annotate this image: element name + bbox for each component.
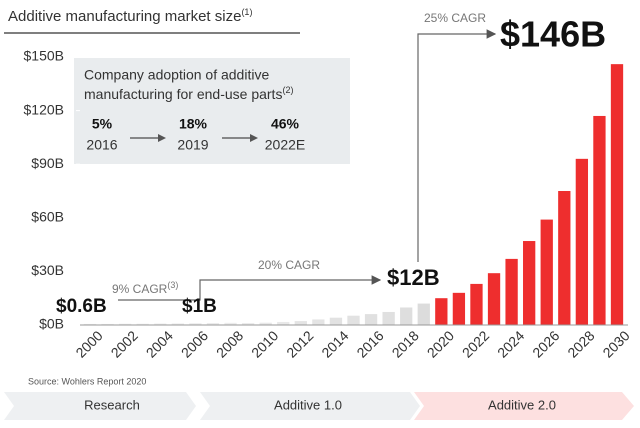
phase-label: Additive 2.0 bbox=[488, 397, 556, 412]
phase-band bbox=[4, 392, 196, 420]
bar bbox=[364, 314, 378, 325]
x-tick-label: 2012 bbox=[283, 327, 316, 360]
bar bbox=[540, 219, 553, 325]
cagr-arrow bbox=[417, 29, 497, 262]
inset-share: 18% bbox=[179, 116, 208, 132]
callout: $12B bbox=[387, 265, 440, 290]
bar bbox=[83, 323, 97, 325]
x-tick-label: 2000 bbox=[72, 327, 105, 360]
source: Source: Wohlers Report 2020 bbox=[28, 376, 146, 386]
bar bbox=[523, 241, 536, 325]
callout: $1B bbox=[182, 296, 217, 317]
bar bbox=[417, 303, 430, 325]
x-tick-label: 2028 bbox=[564, 327, 597, 360]
y-tick-label: $0B bbox=[39, 316, 64, 332]
inset-share: 46% bbox=[271, 116, 300, 132]
x-tick-label: 2016 bbox=[353, 327, 386, 360]
x-tick-label: 2004 bbox=[143, 327, 176, 360]
bar bbox=[470, 283, 483, 325]
y-tick-label: $30B bbox=[31, 262, 64, 278]
bar bbox=[505, 258, 518, 325]
inset-box bbox=[74, 58, 350, 164]
bar bbox=[329, 317, 343, 325]
x-tick-label: 2008 bbox=[213, 327, 246, 360]
inset-year: 2019 bbox=[177, 137, 208, 153]
bar bbox=[154, 323, 167, 325]
bar bbox=[347, 315, 360, 325]
y-tick-label: $150B bbox=[24, 48, 64, 64]
x-tick-label: 2024 bbox=[494, 327, 527, 360]
bar bbox=[171, 323, 184, 325]
x-tick-label: 2014 bbox=[318, 327, 351, 360]
bar bbox=[558, 191, 571, 325]
y-tick-label: $60B bbox=[31, 209, 64, 225]
bar bbox=[101, 323, 114, 325]
inset-year: 2016 bbox=[86, 137, 117, 153]
bar bbox=[118, 323, 132, 325]
cagr-text: 9% CAGR bbox=[112, 282, 168, 296]
inset-title: Company adoption of additive bbox=[84, 67, 269, 83]
callout: $0.6B bbox=[56, 296, 107, 317]
bar bbox=[382, 311, 395, 325]
bar bbox=[452, 292, 466, 325]
cagr-label: 25% CAGR bbox=[424, 11, 486, 25]
x-tick-label: 2026 bbox=[529, 327, 562, 360]
title-text: Additive manufacturing market size bbox=[8, 8, 241, 25]
bar bbox=[136, 323, 149, 325]
title-note: (1) bbox=[241, 7, 252, 17]
bar bbox=[241, 323, 255, 325]
inset-year: 2022E bbox=[265, 137, 305, 153]
x-tick-label: 2002 bbox=[108, 327, 141, 360]
inset-title: manufacturing for end-use parts(2) bbox=[84, 85, 293, 101]
y-tick-label: $90B bbox=[31, 155, 64, 171]
bar bbox=[312, 319, 325, 325]
chart-title: Additive manufacturing market size(1) bbox=[8, 7, 252, 25]
x-tick-label: 2006 bbox=[178, 327, 211, 360]
cagr-arrow bbox=[118, 275, 382, 301]
cagr-note: (3) bbox=[167, 280, 178, 290]
bar bbox=[206, 323, 220, 325]
bar bbox=[224, 322, 237, 325]
callout: $146B bbox=[500, 14, 606, 55]
inset-share: 5% bbox=[92, 116, 113, 132]
phase-band bbox=[200, 392, 420, 420]
x-tick-label: 2022 bbox=[459, 327, 492, 360]
bar bbox=[435, 298, 448, 325]
bar bbox=[277, 321, 290, 325]
y-tick-label: $120B bbox=[24, 101, 64, 117]
x-tick-label: 2020 bbox=[424, 327, 457, 360]
inset-note: (2) bbox=[282, 85, 293, 95]
inset-items: 5% 2016 18% 2019 46% 2022E bbox=[86, 116, 305, 153]
bar bbox=[294, 321, 307, 325]
x-tick-label: 2030 bbox=[599, 327, 632, 360]
bar bbox=[259, 322, 272, 325]
phase-band bbox=[414, 392, 634, 420]
bar bbox=[487, 273, 501, 325]
bar bbox=[575, 158, 589, 325]
bar bbox=[610, 64, 624, 325]
x-tick-label: 2018 bbox=[389, 327, 422, 360]
cagr-label: 20% CAGR bbox=[258, 258, 320, 272]
phase-label: Additive 1.0 bbox=[274, 397, 342, 412]
bar bbox=[189, 323, 202, 325]
x-tick-label: 2010 bbox=[248, 327, 281, 360]
cagr-label: 9% CAGR(3) bbox=[112, 280, 178, 296]
inset-title2: manufacturing for end-use parts bbox=[84, 86, 282, 102]
phase-label: Research bbox=[84, 397, 140, 412]
bar bbox=[400, 307, 413, 325]
bar bbox=[593, 115, 606, 326]
